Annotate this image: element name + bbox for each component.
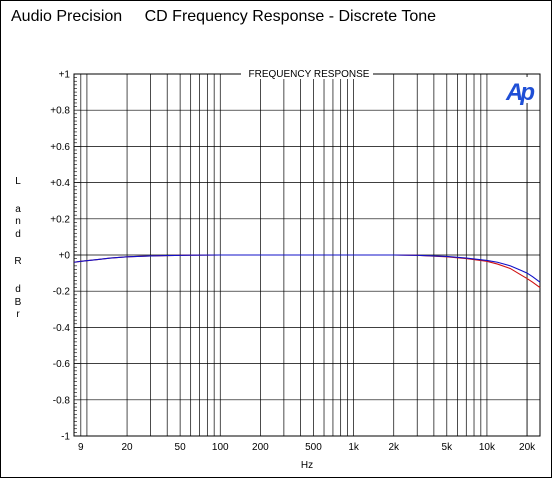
y-axis-label-char: n (15, 216, 21, 228)
x-tick-label: 200 (252, 442, 269, 453)
ap-logo: Ap (505, 79, 534, 106)
chart-title-backing (241, 67, 373, 79)
x-axis-label: Hz (301, 460, 313, 471)
y-axis-label-char: r (16, 309, 20, 321)
brand-name: Audio Precision (11, 8, 123, 25)
x-tick-label: 50 (175, 442, 187, 453)
y-axis-label-char: B (14, 296, 22, 308)
x-tick-label: 20k (519, 442, 536, 453)
x-tick-label: 10k (479, 442, 496, 453)
y-tick-label: -0.2 (53, 287, 71, 298)
x-tick-label: 2k (388, 442, 400, 453)
logo-backing (501, 77, 537, 103)
x-tick-label: 9 (78, 442, 84, 453)
y-tick-label: +0.4 (50, 178, 70, 189)
y-tick-label: -0.4 (53, 323, 71, 334)
y-tick-label: -0.8 (53, 395, 71, 406)
y-axis-label-char: a (15, 203, 21, 215)
y-tick-label: +0 (59, 251, 71, 262)
y-axis-label-char: d (15, 283, 21, 295)
y-axis-label-char: d (15, 228, 21, 240)
x-tick-label: 100 (212, 442, 229, 453)
y-tick-label: +1 (59, 70, 71, 81)
y-tick-label: +0.8 (50, 106, 70, 117)
y-axis-label-char: R (14, 256, 22, 268)
y-tick-label: +0.2 (50, 214, 70, 225)
x-tick-label: 1k (348, 442, 360, 453)
y-axis-label-char: L (15, 176, 21, 187)
y-tick-label: -1 (61, 432, 70, 443)
x-tick-label: 500 (305, 442, 322, 453)
chart-title: FREQUENCY RESPONSE (249, 69, 370, 80)
x-tick-label: 20 (121, 442, 133, 453)
chart-main-title: CD Frequency Response - Discrete Tone (144, 8, 437, 25)
x-tick-label: 5k (442, 442, 454, 453)
series-line-blue (73, 254, 541, 283)
y-tick-label: +0.6 (50, 142, 70, 153)
y-tick-label: -0.6 (53, 359, 71, 370)
chart-header: Audio Precision CD Frequency Response - … (11, 8, 436, 26)
